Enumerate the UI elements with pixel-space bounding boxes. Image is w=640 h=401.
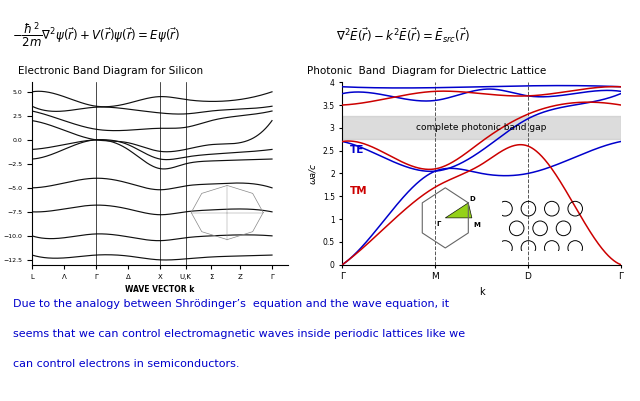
Bar (342, 116, 621, 139)
Text: Γ: Γ (436, 221, 441, 227)
Text: Photonic  Band  Diagram for Dielectric Lattice: Photonic Band Diagram for Dielectric Lat… (307, 66, 547, 76)
Text: complete photonic band gap: complete photonic band gap (417, 124, 547, 132)
Text: $-\dfrac{\hbar^2}{2m}\nabla^2\psi(\vec{r})+V(\vec{r})\psi(\vec{r})=E\psi(\vec{r}: $-\dfrac{\hbar^2}{2m}\nabla^2\psi(\vec{r… (12, 21, 180, 51)
Text: M: M (473, 222, 480, 228)
Text: TM: TM (350, 186, 367, 196)
Text: can control electrons in semiconductors.: can control electrons in semiconductors. (13, 359, 239, 369)
Text: D: D (470, 196, 476, 202)
Text: seems that we can control electromagnetic waves inside periodic lattices like we: seems that we can control electromagneti… (13, 329, 465, 339)
X-axis label: WAVE VECTOR k: WAVE VECTOR k (125, 285, 195, 294)
Polygon shape (445, 203, 472, 218)
Y-axis label: ωa/c: ωa/c (308, 163, 317, 184)
Text: Due to the analogy between Shrödinger’s  equation and the wave equation, it: Due to the analogy between Shrödinger’s … (13, 299, 449, 309)
X-axis label: k: k (479, 287, 484, 297)
Text: TE: TE (350, 145, 364, 155)
Text: $\nabla^2\bar{E}(\vec{r})-k^2\bar{E}(\vec{r})=\bar{E}_{src}(\vec{r})$: $\nabla^2\bar{E}(\vec{r})-k^2\bar{E}(\ve… (336, 27, 470, 45)
Text: Electronic Band Diagram for Silicon: Electronic Band Diagram for Silicon (18, 66, 203, 76)
